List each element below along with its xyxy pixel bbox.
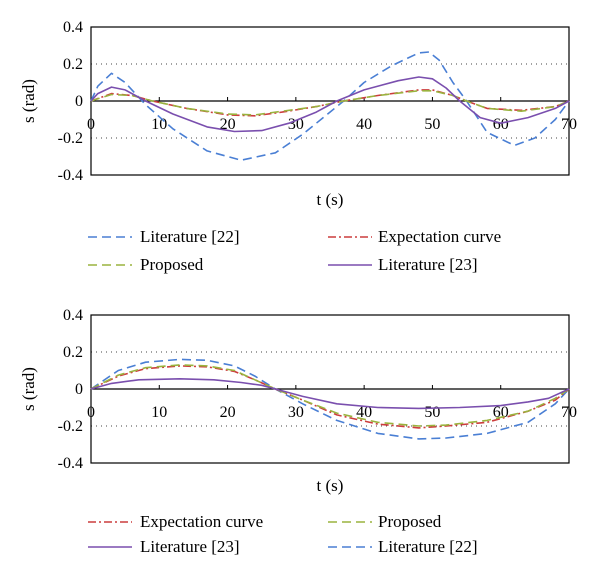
y-tick-label: -0.4 [58, 167, 83, 184]
legend-label-expect: Expectation curve [140, 512, 263, 531]
x-tick-label: 10 [151, 116, 167, 133]
legend-label-lit23: Literature [23] [378, 255, 478, 274]
y-tick-label: -0.4 [58, 455, 83, 472]
x-tick-label: 10 [151, 404, 167, 421]
legend-label-lit23: Literature [23] [140, 537, 240, 556]
series-line-proposed [90, 364, 570, 427]
y-tick-label: 0 [75, 93, 83, 110]
x-tick-label: 20 [220, 116, 236, 133]
y-tick-label: 0 [75, 381, 83, 398]
y-tick-label: 0.4 [63, 19, 83, 36]
x-tick-label: 50 [424, 116, 440, 133]
y-tick-label: 0.2 [63, 344, 83, 361]
y-tick-label: -0.2 [58, 418, 83, 435]
y-axis-label: s (rad) [19, 367, 38, 411]
y-tick-label: -0.2 [58, 130, 83, 147]
series-line-proposed [90, 90, 570, 116]
series-line-lit22 [90, 358, 570, 440]
x-tick-label: 40 [356, 116, 372, 133]
y-tick-label: 0.4 [63, 307, 83, 324]
series-line-lit22 [90, 51, 570, 161]
legend-label-lit22: Literature [22] [140, 227, 240, 246]
y-axis-label: s (rad) [19, 79, 38, 123]
y-tick-label: 0.2 [63, 56, 83, 73]
x-tick-label: 50 [424, 404, 440, 421]
x-tick-label: 20 [220, 404, 236, 421]
legend-label-proposed: Proposed [378, 512, 442, 531]
x-tick-label: 30 [288, 404, 304, 421]
x-axis-label: t (s) [317, 190, 344, 209]
series-line-lit23 [90, 76, 570, 133]
x-axis-label: t (s) [317, 476, 344, 495]
legend-label-expect: Expectation curve [378, 227, 501, 246]
legend-label-lit22: Literature [22] [378, 537, 478, 556]
legend-label-proposed: Proposed [140, 255, 204, 274]
x-tick-label: 30 [288, 116, 304, 133]
series-line-expect [90, 365, 570, 429]
x-tick-label: 40 [356, 404, 372, 421]
series-line-lit23 [90, 378, 570, 410]
x-tick-label: 60 [493, 116, 509, 133]
